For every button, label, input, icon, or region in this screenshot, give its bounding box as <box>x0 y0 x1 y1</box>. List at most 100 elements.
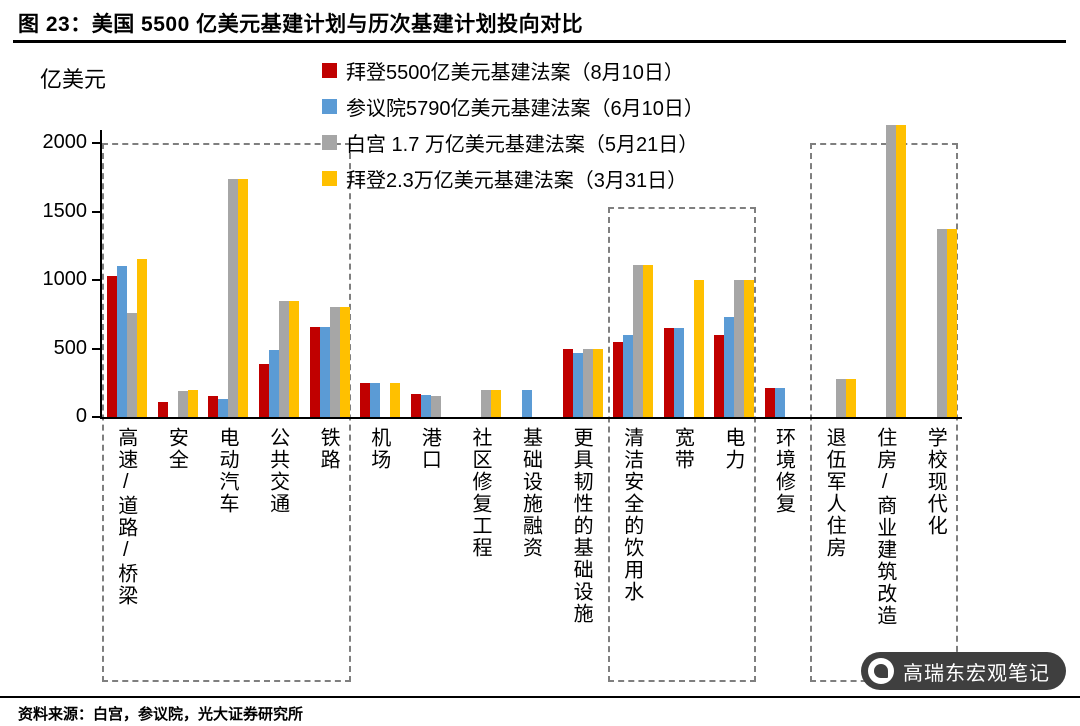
legend-item: 拜登2.3万亿美元基建法案（3月31日） <box>322 164 704 193</box>
bar <box>279 300 290 417</box>
bar <box>845 378 856 417</box>
bar-group <box>102 143 153 417</box>
bar <box>643 264 654 417</box>
bar-group <box>153 143 204 417</box>
watermark-text: 高瑞东宏观笔记 <box>903 662 1050 685</box>
bar <box>765 388 776 417</box>
legend-item: 白宫 1.7 万亿美元基建法案（5月21日） <box>322 128 704 157</box>
chart-legend: 拜登5500亿美元基建法案（8月10日） 参议院5790亿美元基建法案（6月10… <box>322 56 704 193</box>
legend-swatch <box>322 63 337 78</box>
bar <box>319 326 330 417</box>
x-axis-label: 铁路 <box>317 427 340 471</box>
x-axis-label: 环境修复 <box>772 427 795 515</box>
bar <box>734 280 745 417</box>
footer-divider <box>0 696 1080 698</box>
bar <box>107 275 118 417</box>
bar <box>724 317 735 417</box>
x-axis-label: 基础设施融资 <box>519 427 542 559</box>
x-axis-label: 电力 <box>721 427 744 471</box>
x-axis-label-cell: 住房/商业建筑改造 <box>859 427 910 627</box>
bar <box>177 390 188 417</box>
x-axis-label-cell: 公共交通 <box>252 427 303 627</box>
bar <box>269 349 280 417</box>
bar-group <box>912 143 963 417</box>
y-tick-label: 2000 <box>42 131 88 153</box>
bar <box>562 348 573 417</box>
bar <box>208 396 219 417</box>
bar <box>946 229 957 417</box>
bar-group <box>659 143 710 417</box>
bar <box>693 280 704 417</box>
watermark-badge: 高瑞东宏观笔记 <box>861 652 1066 690</box>
bar <box>714 334 725 417</box>
bar-group <box>608 143 659 417</box>
x-axis-label: 清洁安全的饮用水 <box>620 427 643 603</box>
legend-label: 参议院5790亿美元基建法案（6月10日） <box>346 98 704 120</box>
bar <box>420 395 431 417</box>
x-axis-label: 安全 <box>165 427 188 471</box>
x-axis-label-cell: 机场 <box>353 427 404 627</box>
y-tick-mark <box>92 210 100 213</box>
x-axis-label: 机场 <box>367 427 390 471</box>
x-axis-label-cell: 高速/道路/桥梁 <box>100 427 151 627</box>
bar <box>582 348 593 417</box>
bar <box>623 334 634 417</box>
bar <box>613 341 624 417</box>
x-axis-label-cell: 电力 <box>707 427 758 627</box>
x-axis-labels: 高速/道路/桥梁 安全 电动汽车 公共交通 铁路 机场 港口 社区修复工程 基础设施融资 更具韧性… <box>100 427 960 627</box>
bar-group <box>406 143 457 417</box>
bar-group <box>254 143 305 417</box>
legend-swatch <box>322 171 337 186</box>
legend-swatch <box>322 135 337 150</box>
x-axis-label-cell: 电动汽车 <box>201 427 252 627</box>
bar <box>157 401 168 417</box>
bar <box>309 326 320 417</box>
bar <box>390 382 401 417</box>
bar <box>663 327 674 417</box>
bar <box>744 280 755 417</box>
x-axis-label-cell: 更具韧性的基础设施 <box>555 427 606 627</box>
x-axis-label-cell: 社区修复工程 <box>454 427 505 627</box>
bar <box>238 178 249 417</box>
bar-group <box>861 125 912 417</box>
x-axis-label-cell: 退伍军人住房 <box>808 427 859 627</box>
bar <box>339 307 350 417</box>
bar <box>289 300 300 417</box>
y-axis-line-extension <box>100 130 102 144</box>
legend-swatch <box>322 99 337 114</box>
bar-group <box>507 143 558 417</box>
x-axis-label: 公共交通 <box>266 427 289 515</box>
x-axis-label: 更具韧性的基础设施 <box>570 427 593 625</box>
bar <box>673 327 684 417</box>
x-axis-label: 社区修复工程 <box>468 427 491 559</box>
y-tick-label: 0 <box>75 405 87 427</box>
bar-group <box>456 143 507 417</box>
x-axis-label-cell: 环境修复 <box>758 427 809 627</box>
x-axis-label-cell: 铁路 <box>302 427 353 627</box>
bar <box>481 389 492 417</box>
bar-group <box>709 143 760 417</box>
y-tick-mark <box>92 279 100 281</box>
bar <box>218 399 229 417</box>
bar <box>370 382 381 417</box>
bar-group <box>557 143 608 417</box>
highlight-box <box>102 143 351 682</box>
x-axis-label: 高速/道路/桥梁 <box>114 427 137 607</box>
y-tick-label: 500 <box>53 336 87 359</box>
bar <box>522 389 533 417</box>
title-divider <box>13 40 1066 43</box>
x-axis-label-cell: 安全 <box>151 427 202 627</box>
highlight-box <box>607 207 756 682</box>
legend-item: 拜登5500亿美元基建法案（8月10日） <box>322 56 704 85</box>
x-axis-label: 学校现代化 <box>924 427 947 537</box>
x-axis-label-cell: 学校现代化 <box>910 427 961 627</box>
bar <box>187 389 198 417</box>
plot-area <box>100 125 963 419</box>
bar <box>886 125 897 417</box>
bar-group <box>304 143 355 417</box>
y-tick-mark <box>92 416 100 418</box>
x-axis-label: 住房/商业建筑改造 <box>873 427 896 627</box>
x-axis-label: 退伍军人住房 <box>823 427 846 559</box>
bar <box>936 229 947 417</box>
page-title: 图 23：美国 5500 亿美元基建计划与历次基建计划投向对比 <box>18 13 584 36</box>
